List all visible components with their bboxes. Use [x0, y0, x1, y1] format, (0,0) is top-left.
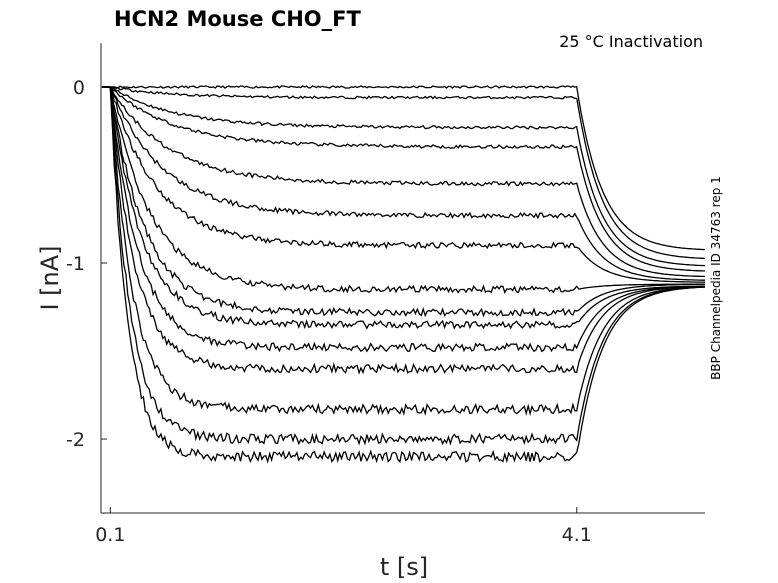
current-trace-10: [102, 86, 705, 330]
current-trace-1: [102, 85, 706, 251]
current-trace-8: [102, 86, 705, 294]
channelpedia-id-label: BBP Channelpedia ID 34763 rep 1: [709, 176, 723, 380]
current-trace-4: [102, 86, 706, 272]
current-trace-6: [102, 86, 705, 281]
current-traces: [102, 85, 706, 464]
chart-subtitle: 25 °C Inactivation: [559, 32, 703, 51]
y-tick-label: -2: [66, 429, 85, 451]
y-tick-label: -1: [66, 253, 85, 275]
x-tick-label: 4.1: [562, 524, 592, 546]
current-trace-7: [102, 86, 706, 283]
current-trace-2: [102, 86, 706, 260]
current-trace-5: [102, 86, 706, 278]
current-trace-9: [102, 86, 705, 318]
axis-ticks: 0.1 4.1 0 -1 -2: [66, 77, 592, 546]
x-tick-label: 0.1: [95, 524, 125, 546]
current-trace-13: [102, 86, 705, 417]
x-axis-label: t [s]: [380, 553, 428, 581]
y-axis-label: I [nA]: [36, 245, 64, 310]
current-trace-14: [102, 86, 705, 446]
current-trace-3: [102, 86, 706, 267]
current-trace-15: [102, 86, 706, 464]
current-trace-12: [102, 86, 705, 375]
y-tick-label: 0: [73, 77, 85, 99]
current-trace-11: [102, 86, 706, 353]
chart-title: HCN2 Mouse CHO_FT: [114, 7, 361, 31]
